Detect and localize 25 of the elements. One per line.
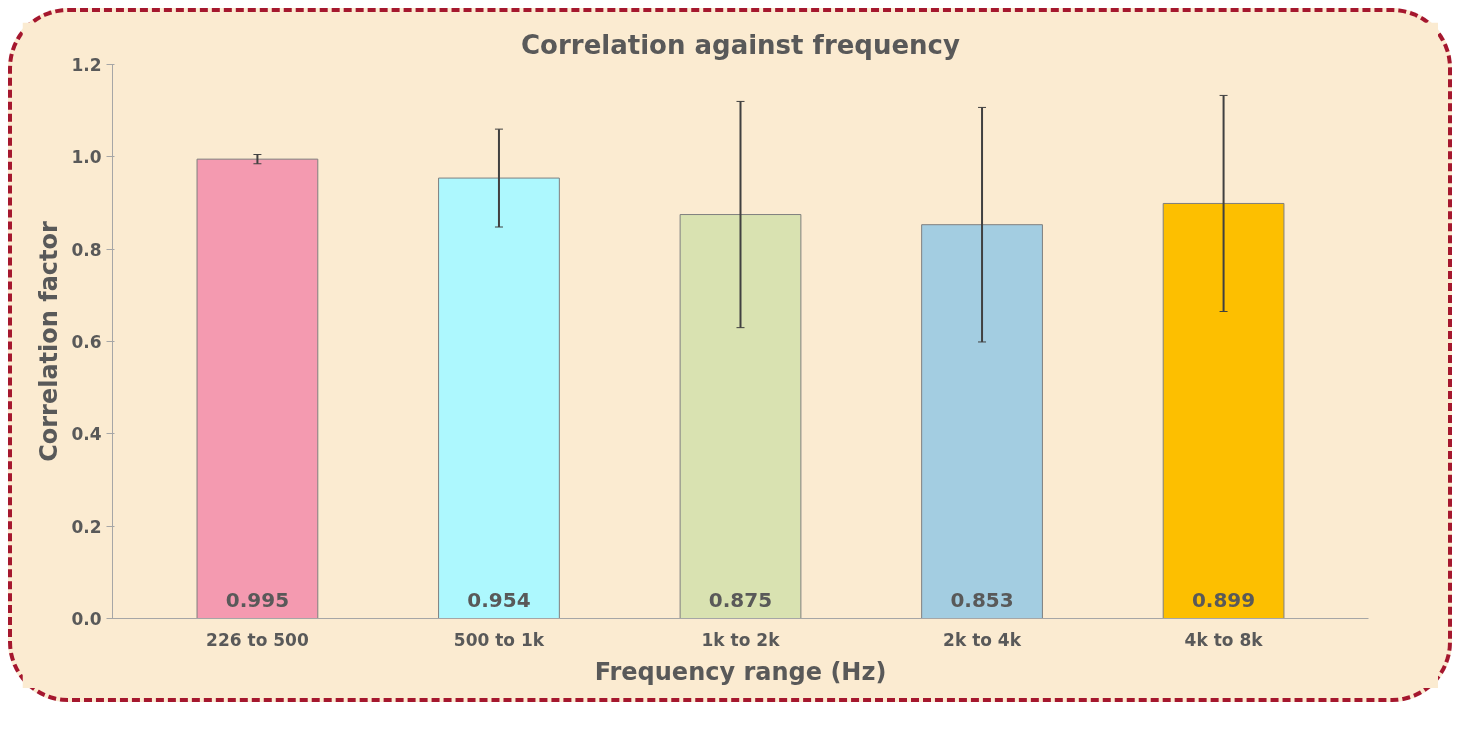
bar: [1162, 202, 1285, 619]
x-axis-title: Frequency range (Hz): [594, 657, 887, 686]
x-tick-label: 2k to 4k: [943, 629, 1022, 650]
y-tick-label: 0.4: [71, 424, 102, 445]
x-tick-label: 500 to 1k: [453, 629, 545, 650]
bar: [921, 224, 1043, 619]
y-tick-label: 0.2: [71, 516, 102, 537]
y-tick-label: 0.0: [71, 609, 102, 629]
data-label: 0.899: [1191, 587, 1256, 612]
y-tick-label: 0.6: [71, 332, 102, 352]
bar: [679, 214, 802, 619]
x-tick-label: 1k to 2k: [701, 629, 781, 650]
x-tick-label: 4k to 8k: [1184, 629, 1264, 650]
x-tick-label: 226 to 500: [206, 629, 309, 650]
data-label: 0.853: [950, 587, 1014, 612]
y-tick-label: 1.0: [71, 147, 102, 168]
data-label: 0.875: [708, 587, 773, 612]
y-tick-label: 1.2: [71, 55, 102, 75]
bar: [438, 177, 560, 619]
chart-title: Correlation against frequency: [521, 29, 961, 60]
data-label: 0.995: [225, 587, 290, 612]
bar: [196, 158, 319, 619]
y-axis-title: Correlation factor: [35, 220, 64, 462]
data-label: 0.954: [467, 587, 531, 612]
y-tick-label: 0.8: [71, 239, 102, 260]
